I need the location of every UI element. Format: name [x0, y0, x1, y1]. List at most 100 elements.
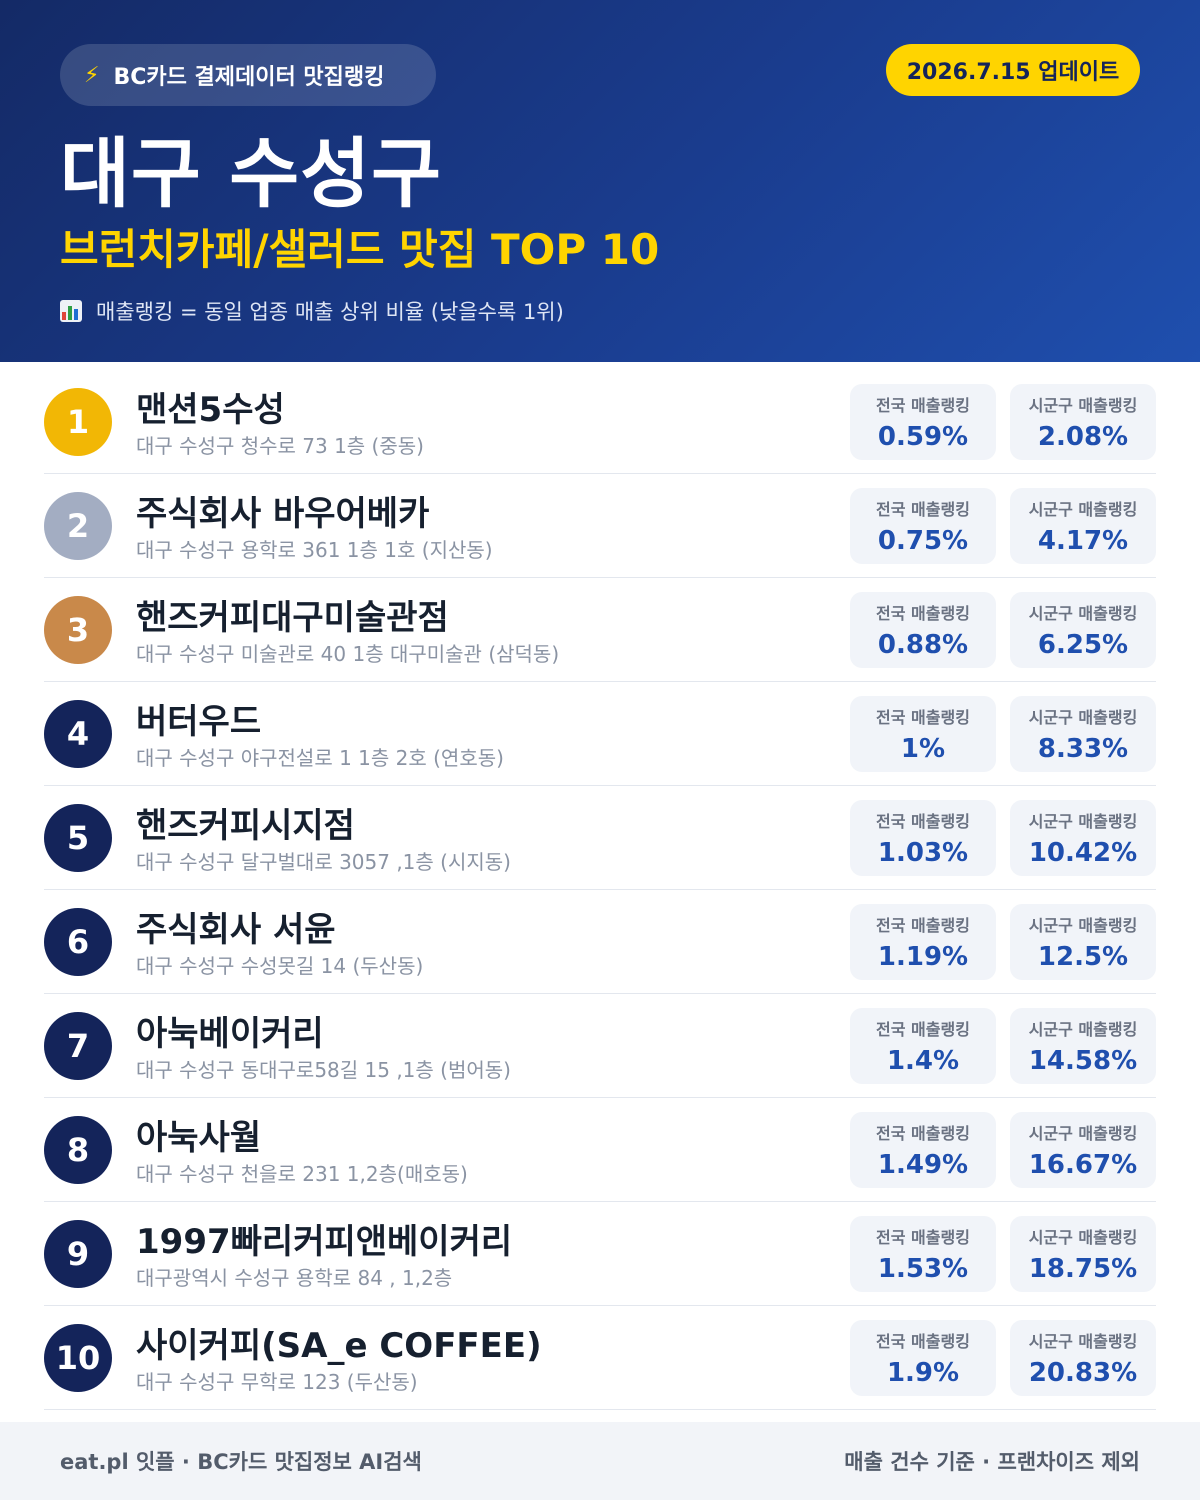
list-item[interactable]: 5 핸즈커피시지점 대구 수성구 달구벌대로 3057 ,1층 (시지동) 전국… — [44, 786, 1156, 890]
regional-rank-box: 시군구 매출랭킹 4.17% — [1010, 488, 1156, 564]
source-badge: ⚡ BC카드 결제데이터 맛집랭킹 — [60, 44, 436, 106]
restaurant-address: 대구 수성구 달구벌대로 3057 ,1층 (시지동) — [136, 850, 511, 874]
restaurant-name[interactable]: 버터우드 — [136, 702, 262, 742]
list-item[interactable]: 9 1997빠리커피앤베이커리 대구광역시 수성구 용학로 84 , 1,2층 … — [44, 1202, 1156, 1306]
regional-rank-label: 시군구 매출랭킹 — [1028, 812, 1138, 831]
rank-badge: 5 — [44, 804, 112, 872]
national-rank-value: 1.49% — [877, 1150, 969, 1180]
restaurant-name[interactable]: 아눅베이커리 — [136, 1014, 324, 1054]
restaurant-name[interactable]: 주식회사 바우어베카 — [136, 494, 430, 534]
national-rank-value: 1.19% — [877, 942, 969, 972]
national-rank-value: 1.03% — [877, 838, 969, 868]
list-item[interactable]: 1 맨션5수성 대구 수성구 청수로 73 1층 (중동) 전국 매출랭킹 0.… — [44, 370, 1156, 474]
restaurant-address: 대구 수성구 용학로 361 1층 1호 (지산동) — [136, 538, 493, 562]
regional-rank-label: 시군구 매출랭킹 — [1028, 1332, 1138, 1351]
regional-rank-box: 시군구 매출랭킹 6.25% — [1010, 592, 1156, 668]
regional-rank-value: 2.08% — [1037, 422, 1129, 452]
restaurant-address: 대구 수성구 무학로 123 (두산동) — [136, 1370, 418, 1394]
regional-rank-label: 시군구 매출랭킹 — [1028, 1228, 1138, 1247]
regional-rank-box: 시군구 매출랭킹 20.83% — [1010, 1320, 1156, 1396]
rank-badge: 4 — [44, 700, 112, 768]
list-item[interactable]: 2 주식회사 바우어베카 대구 수성구 용학로 361 1층 1호 (지산동) … — [44, 474, 1156, 578]
regional-rank-value: 12.5% — [1037, 942, 1129, 972]
national-rank-box: 전국 매출랭킹 1.19% — [850, 904, 996, 980]
restaurant-name[interactable]: 주식회사 서윤 — [136, 910, 336, 950]
rank-badge: 3 — [44, 596, 112, 664]
restaurant-address: 대구 수성구 미술관로 40 1층 대구미술관 (삼덕동) — [136, 642, 560, 666]
restaurant-name[interactable]: 사이커피(SA_e COFFEE) — [136, 1326, 542, 1366]
list-item[interactable]: 3 핸즈커피대구미술관점 대구 수성구 미술관로 40 1층 대구미술관 (삼덕… — [44, 578, 1156, 682]
regional-rank-label: 시군구 매출랭킹 — [1028, 916, 1138, 935]
page-subtitle: 브런치카페/샐러드 맛집 TOP 10 — [60, 225, 660, 274]
national-rank-box: 전국 매출랭킹 1% — [850, 696, 996, 772]
list-item[interactable]: 7 아눅베이커리 대구 수성구 동대구로58길 15 ,1층 (범어동) 전국 … — [44, 994, 1156, 1098]
national-rank-box: 전국 매출랭킹 1.53% — [850, 1216, 996, 1292]
rank-badge: 7 — [44, 1012, 112, 1080]
header-banner: ⚡ BC카드 결제데이터 맛집랭킹 2026.7.15 업데이트 대구 수성구 … — [0, 0, 1200, 362]
national-rank-value: 1.53% — [877, 1254, 969, 1284]
footer: eat.pl 잇플 · BC카드 맛집정보 AI검색 매출 건수 기준 · 프랜… — [0, 1422, 1200, 1500]
national-rank-label: 전국 매출랭킹 — [876, 708, 970, 727]
national-rank-label: 전국 매출랭킹 — [876, 812, 970, 831]
list-item[interactable]: 6 주식회사 서윤 대구 수성구 수성못길 14 (두산동) 전국 매출랭킹 1… — [44, 890, 1156, 994]
regional-rank-label: 시군구 매출랭킹 — [1028, 1020, 1138, 1039]
regional-rank-value: 18.75% — [1028, 1254, 1138, 1284]
restaurant-name[interactable]: 1997빠리커피앤베이커리 — [136, 1222, 513, 1262]
list-item[interactable]: 8 아눅사월 대구 수성구 천을로 231 1,2층(매호동) 전국 매출랭킹 … — [44, 1098, 1156, 1202]
list-item[interactable]: 10 사이커피(SA_e COFFEE) 대구 수성구 무학로 123 (두산동… — [44, 1306, 1156, 1410]
national-rank-label: 전국 매출랭킹 — [876, 1020, 970, 1039]
regional-rank-value: 4.17% — [1037, 526, 1129, 556]
restaurant-name[interactable]: 맨션5수성 — [136, 390, 285, 430]
restaurant-name[interactable]: 핸즈커피시지점 — [136, 806, 355, 846]
regional-rank-label: 시군구 매출랭킹 — [1028, 1124, 1138, 1143]
national-rank-box: 전국 매출랭킹 1.9% — [850, 1320, 996, 1396]
national-rank-value: 0.88% — [877, 630, 969, 660]
bar-chart-icon — [60, 300, 82, 322]
restaurant-address: 대구 수성구 천을로 231 1,2층(매호동) — [136, 1162, 468, 1186]
national-rank-value: 0.59% — [877, 422, 969, 452]
national-rank-box: 전국 매출랭킹 0.59% — [850, 384, 996, 460]
restaurant-name[interactable]: 아눅사월 — [136, 1118, 262, 1158]
rank-badge: 8 — [44, 1116, 112, 1184]
regional-rank-box: 시군구 매출랭킹 12.5% — [1010, 904, 1156, 980]
ranking-note: 매출랭킹 = 동일 업종 매출 상위 비율 (낮을수록 1위) — [60, 296, 564, 326]
national-rank-label: 전국 매출랭킹 — [876, 1228, 970, 1247]
list-item[interactable]: 4 버터우드 대구 수성구 야구전설로 1 1층 2호 (연호동) 전국 매출랭… — [44, 682, 1156, 786]
regional-rank-value: 10.42% — [1028, 838, 1138, 868]
rank-badge: 6 — [44, 908, 112, 976]
regional-rank-label: 시군구 매출랭킹 — [1028, 708, 1138, 727]
regional-rank-label: 시군구 매출랭킹 — [1028, 604, 1138, 623]
regional-rank-box: 시군구 매출랭킹 16.67% — [1010, 1112, 1156, 1188]
national-rank-value: 0.75% — [877, 526, 969, 556]
regional-rank-value: 14.58% — [1028, 1046, 1138, 1076]
regional-rank-value: 8.33% — [1037, 734, 1129, 764]
rank-badge: 9 — [44, 1220, 112, 1288]
national-rank-box: 전국 매출랭킹 0.88% — [850, 592, 996, 668]
national-rank-box: 전국 매출랭킹 1.4% — [850, 1008, 996, 1084]
restaurant-address: 대구 수성구 동대구로58길 15 ,1층 (범어동) — [136, 1058, 511, 1082]
national-rank-label: 전국 매출랭킹 — [876, 916, 970, 935]
regional-rank-box: 시군구 매출랭킹 10.42% — [1010, 800, 1156, 876]
update-date-badge: 2026.7.15 업데이트 — [886, 44, 1140, 96]
page-title: 대구 수성구 — [60, 129, 443, 218]
national-rank-value: 1.9% — [886, 1358, 960, 1388]
national-rank-box: 전국 매출랭킹 1.03% — [850, 800, 996, 876]
restaurant-address: 대구 수성구 수성못길 14 (두산동) — [136, 954, 424, 978]
restaurant-name[interactable]: 핸즈커피대구미술관점 — [136, 598, 449, 638]
ranking-list: 1 맨션5수성 대구 수성구 청수로 73 1층 (중동) 전국 매출랭킹 0.… — [44, 370, 1156, 1410]
national-rank-box: 전국 매출랭킹 1.49% — [850, 1112, 996, 1188]
regional-rank-value: 16.67% — [1028, 1150, 1138, 1180]
source-label: BC카드 결제데이터 맛집랭킹 — [113, 65, 385, 90]
regional-rank-box: 시군구 매출랭킹 14.58% — [1010, 1008, 1156, 1084]
restaurant-address: 대구 수성구 야구전설로 1 1층 2호 (연호동) — [136, 746, 504, 770]
footer-criteria: 매출 건수 기준 · 프랜차이즈 제외 — [844, 1450, 1140, 1474]
regional-rank-box: 시군구 매출랭킹 18.75% — [1010, 1216, 1156, 1292]
national-rank-label: 전국 매출랭킹 — [876, 1124, 970, 1143]
rank-badge: 2 — [44, 492, 112, 560]
footer-source: eat.pl 잇플 · BC카드 맛집정보 AI검색 — [60, 1450, 422, 1474]
regional-rank-label: 시군구 매출랭킹 — [1028, 500, 1138, 519]
regional-rank-box: 시군구 매출랭킹 8.33% — [1010, 696, 1156, 772]
national-rank-label: 전국 매출랭킹 — [876, 1332, 970, 1351]
restaurant-address: 대구광역시 수성구 용학로 84 , 1,2층 — [136, 1266, 453, 1290]
lightning-icon: ⚡ — [84, 62, 100, 88]
